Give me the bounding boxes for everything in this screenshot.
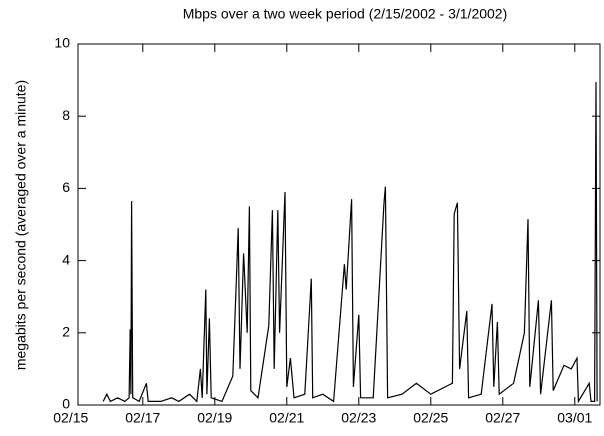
x-tick-label: 02/25 xyxy=(413,410,448,426)
x-tick-label: 02/23 xyxy=(341,410,376,426)
y-tick-label: 6 xyxy=(62,179,70,195)
x-tick-label: 02/19 xyxy=(197,410,232,426)
x-tick-label: 02/17 xyxy=(125,410,160,426)
x-tick-label: 03/01 xyxy=(557,410,592,426)
x-tick-label: 02/21 xyxy=(269,410,304,426)
chart-title: Mbps over a two week period (2/15/2002 -… xyxy=(183,6,508,22)
y-axis-label: megabits per second (averaged over a min… xyxy=(13,80,29,370)
x-tick-label: 02/15 xyxy=(53,410,88,426)
y-tick-label: 4 xyxy=(62,251,70,267)
plot-frame xyxy=(77,43,601,406)
y-tick-label: 0 xyxy=(62,396,70,412)
data-line xyxy=(102,81,598,404)
y-tick-label: 10 xyxy=(54,35,70,51)
y-tick-label: 8 xyxy=(62,107,70,123)
x-tick-label: 02/27 xyxy=(485,410,520,426)
y-tick-label: 2 xyxy=(62,324,70,340)
